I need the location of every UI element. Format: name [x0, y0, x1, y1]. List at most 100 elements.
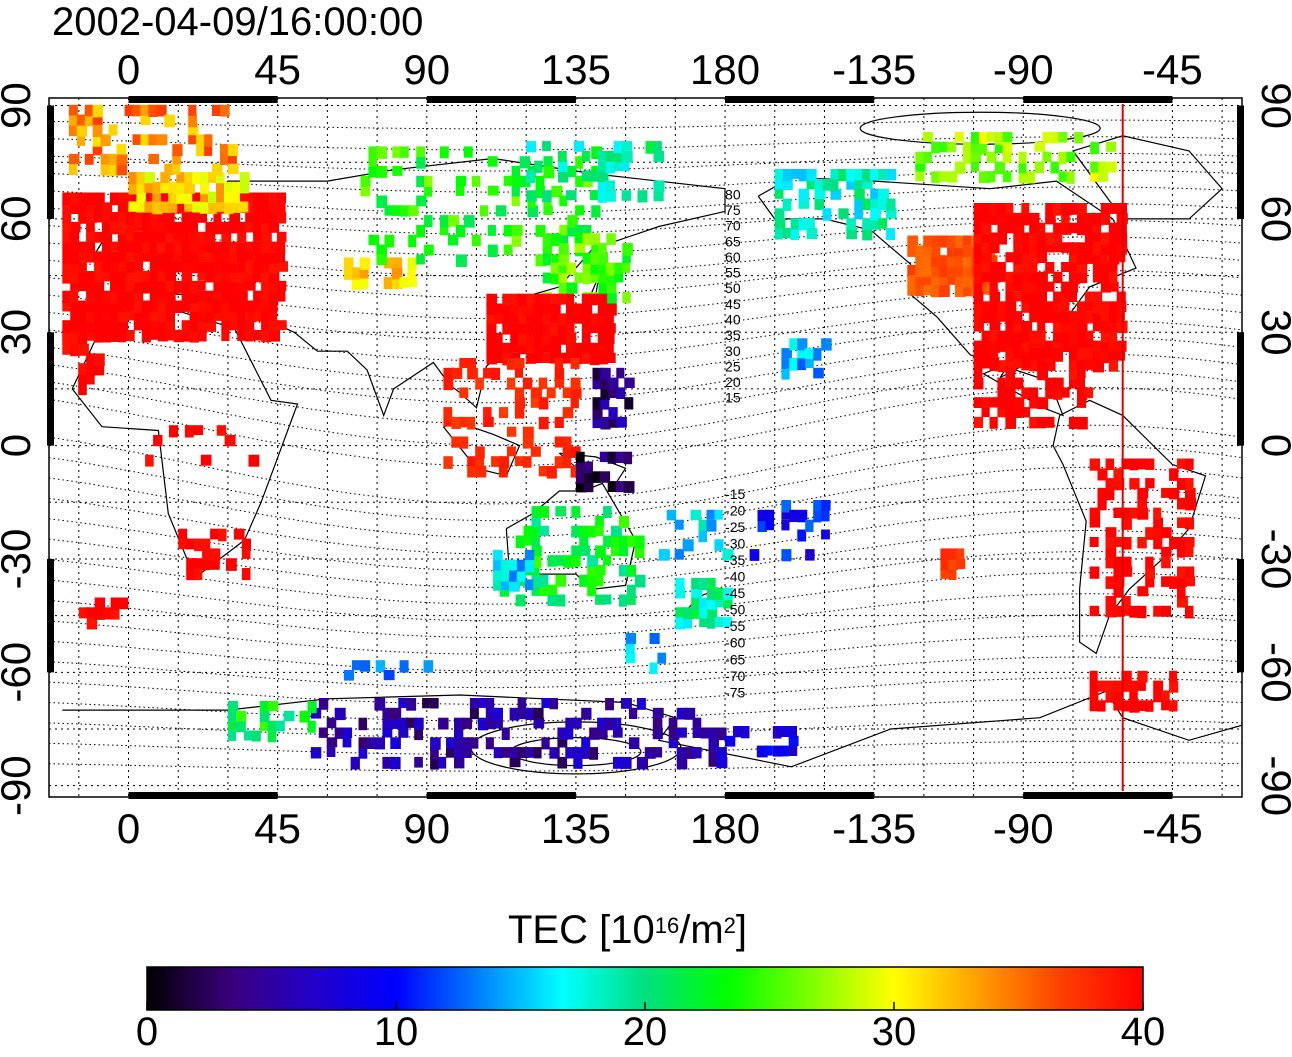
tec-cell	[117, 261, 129, 272]
tec-cell	[591, 471, 601, 483]
tec-cell	[526, 323, 535, 334]
tec-cell	[523, 535, 534, 546]
tec-cell	[125, 271, 137, 283]
tec-cell	[507, 377, 516, 390]
left-lat-tick-label: 90	[0, 82, 39, 129]
tec-cell	[805, 358, 814, 369]
tec-cell	[973, 281, 982, 294]
tec-cell	[181, 251, 191, 263]
tec-cell	[821, 529, 830, 540]
tec-cell	[1053, 387, 1063, 400]
bottom-lon-tick-label: 180	[690, 805, 760, 852]
tec-cell	[181, 280, 191, 292]
tec-cell	[1013, 340, 1023, 351]
tec-cell	[133, 261, 144, 272]
tec-cell	[86, 330, 95, 341]
tec-cell	[1045, 360, 1056, 371]
tec-cell	[1077, 320, 1088, 332]
tec-cell	[774, 178, 786, 190]
tec-cell	[197, 231, 208, 243]
tec-cell	[1100, 340, 1110, 352]
tec-cell	[1092, 340, 1102, 352]
tec-cell	[1177, 566, 1186, 579]
tec-cell	[1105, 527, 1117, 538]
tec-cell	[1034, 161, 1044, 174]
left-lat-tick-label: -60	[0, 642, 39, 703]
tec-cell	[551, 185, 563, 198]
tec-cell	[318, 727, 328, 738]
tec-cell	[1161, 527, 1172, 538]
tec-cell	[973, 416, 984, 428]
tec-cell	[1037, 367, 1048, 381]
tec-cell	[1077, 271, 1088, 284]
tec-cell	[1121, 556, 1132, 568]
tec-cell	[102, 231, 113, 244]
tec-cell	[125, 192, 136, 203]
tec-cell	[1113, 507, 1123, 518]
tec-cell	[189, 192, 199, 206]
tec-cell	[493, 579, 504, 591]
tec-cell	[558, 252, 570, 266]
tec-cell	[124, 104, 135, 117]
tec-cell	[1137, 497, 1148, 509]
tec-cell	[634, 545, 645, 559]
tec-cell	[806, 228, 818, 239]
tec-cell	[780, 745, 789, 757]
tec-cell	[939, 235, 950, 248]
tec-cell	[1029, 311, 1040, 323]
tec-cell	[616, 367, 625, 379]
tec-cell	[1177, 478, 1188, 490]
tec-cell	[558, 243, 569, 255]
tec-cell	[581, 342, 592, 353]
tec-cell	[581, 352, 592, 364]
tec-cell	[1077, 242, 1087, 255]
tec-cell	[781, 367, 790, 380]
tec-cell	[1177, 596, 1188, 608]
tec-cell	[854, 198, 863, 210]
tec-cell	[144, 172, 156, 184]
tec-cell	[923, 284, 934, 296]
tec-cell	[524, 579, 534, 591]
tec-cell	[1145, 566, 1155, 580]
tec-cell	[277, 231, 287, 243]
tec-cell	[668, 727, 680, 740]
tec-cell	[455, 185, 465, 196]
tec-cell	[221, 271, 231, 282]
tec-cell	[205, 271, 216, 283]
tec-cell	[517, 707, 529, 720]
tec-cell	[774, 208, 785, 220]
tec-cell	[606, 292, 617, 305]
tec-cell	[1005, 301, 1017, 314]
tec-cell	[806, 169, 817, 182]
tec-cell	[597, 313, 609, 325]
tec-cell	[589, 293, 599, 306]
tec-cell	[931, 171, 941, 183]
tec-cell	[376, 166, 388, 178]
tec-cell	[1077, 358, 1087, 369]
tec-cell	[822, 178, 833, 191]
tec-cell	[1053, 232, 1063, 243]
tec-cell	[562, 387, 572, 399]
tec-cell	[471, 234, 481, 247]
tec-cell	[125, 261, 137, 274]
tec-cell	[619, 515, 630, 528]
tec-cell	[149, 251, 159, 262]
tec-cell	[1029, 222, 1039, 234]
tec-cell	[259, 701, 269, 713]
tec-cell	[636, 698, 646, 710]
tec-cell	[989, 271, 1001, 283]
tec-cell	[253, 231, 262, 242]
tec-cell	[575, 175, 584, 187]
tec-cell	[931, 235, 941, 246]
tec-cell	[165, 310, 175, 322]
tec-cell	[368, 146, 380, 159]
tec-cell	[1005, 271, 1016, 283]
tec-cell	[591, 205, 601, 218]
tec-cell	[707, 617, 716, 629]
tec-cell	[125, 290, 137, 302]
tec-cell	[603, 506, 612, 518]
tec-cell	[68, 104, 78, 116]
tec-cell	[141, 320, 150, 333]
tec-cell	[565, 727, 574, 740]
tec-cell	[573, 342, 585, 354]
